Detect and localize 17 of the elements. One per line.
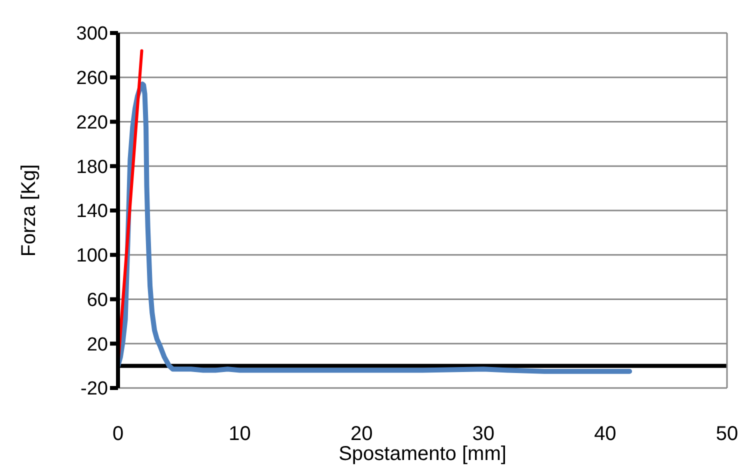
x-tick-label: 40: [594, 423, 616, 446]
x-tick-label: 0: [112, 423, 124, 446]
y-tick-label: 220: [76, 112, 108, 134]
y-tick-label: 20: [86, 334, 108, 356]
y-tick-label: 300: [76, 24, 108, 45]
y-tick-label: 180: [76, 156, 108, 178]
y-axis-title: Forza [Kg]: [18, 164, 40, 257]
y-tick-label: -20: [80, 378, 108, 400]
x-tick-label: 20: [350, 423, 373, 446]
x-tick-label: 30: [472, 423, 495, 446]
y-tick-label: 100: [76, 246, 108, 267]
x-tick-label: 50: [716, 423, 738, 446]
y-tick-label: 140: [76, 201, 108, 222]
y-tick-label: 60: [86, 290, 108, 311]
x-tick-label: 10: [228, 423, 251, 446]
y-tick-label: 260: [76, 68, 108, 90]
x-axis-title: Spostamento [mm]: [338, 443, 506, 465]
